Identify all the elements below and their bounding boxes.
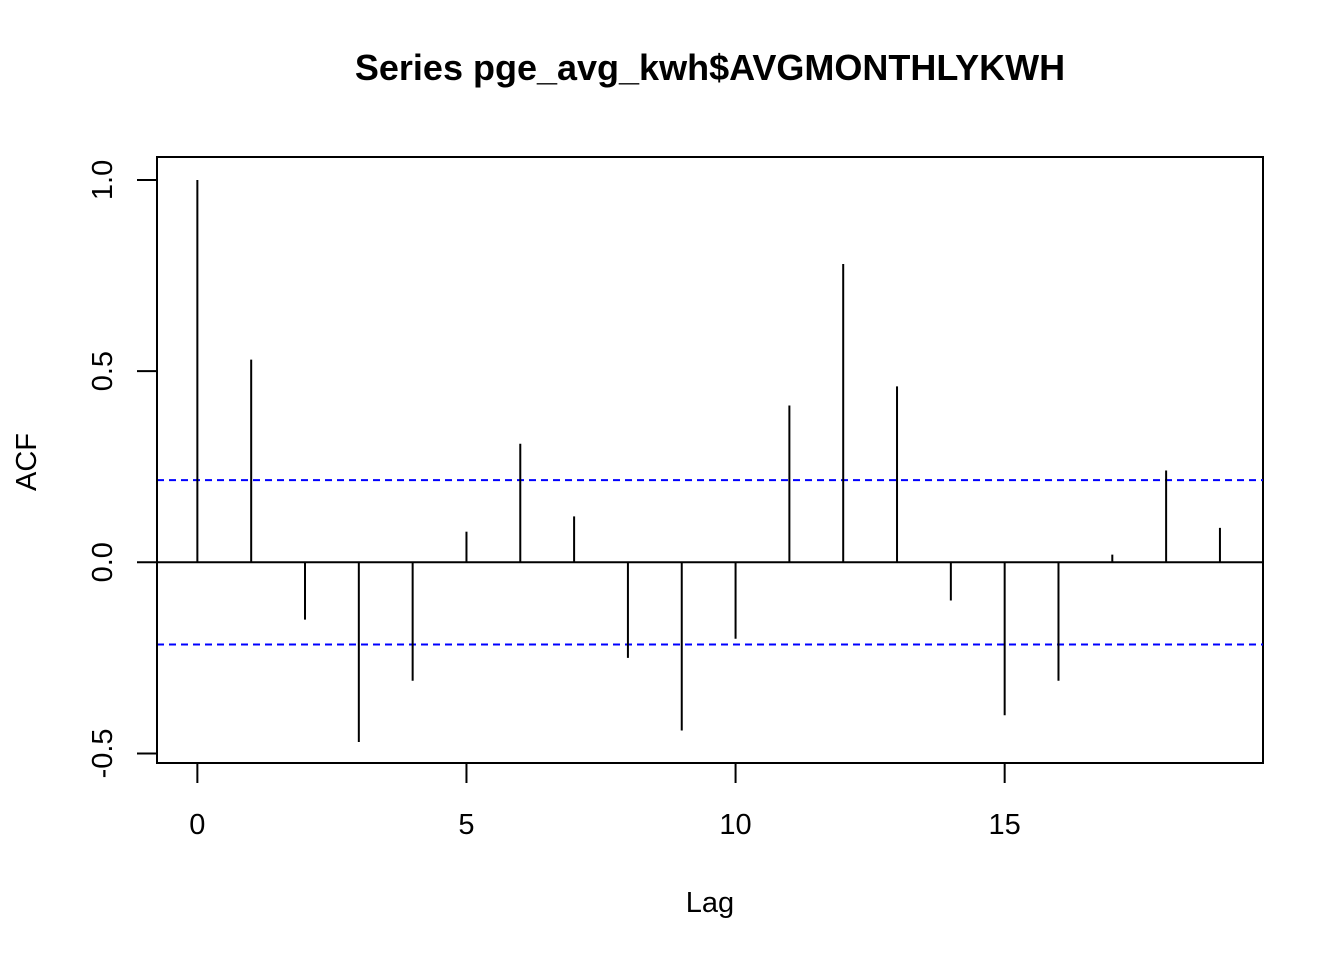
x-axis-label: Lag (686, 887, 734, 919)
y-axis: -0.5 0.0 0.5 1.0 (87, 160, 158, 778)
y-tick-label: 0.5 (87, 351, 119, 391)
acf-marks (157, 179, 1263, 742)
x-axis: 0 5 10 15 (189, 762, 1021, 841)
plot-frame (156, 156, 1264, 764)
y-tick-label: 0.0 (87, 542, 119, 582)
x-tick-label: 10 (719, 809, 751, 841)
y-tick-label: 1.0 (87, 160, 119, 200)
y-tick-label: -0.5 (87, 728, 119, 778)
x-tick-label: 0 (189, 809, 205, 841)
y-axis-label: ACF (11, 433, 43, 491)
x-tick-label: 15 (989, 809, 1021, 841)
x-tick-label: 5 (458, 809, 474, 841)
chart-title: Series pge_avg_kwh$AVGMONTHLYKWH (355, 47, 1065, 88)
